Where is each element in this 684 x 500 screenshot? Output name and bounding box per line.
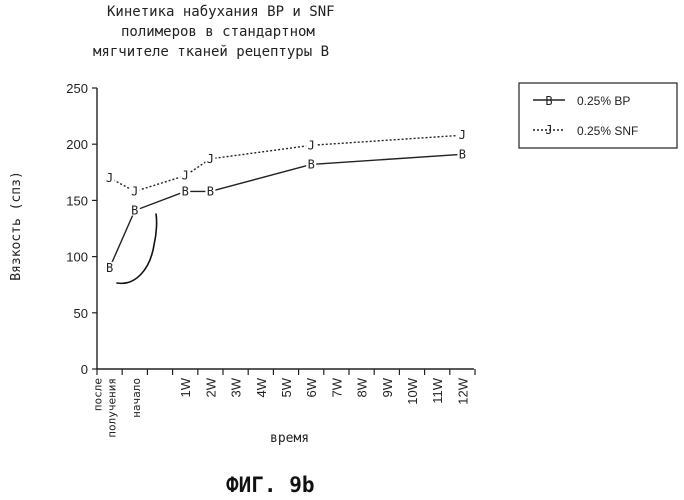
data-point-marker: B <box>182 184 189 198</box>
data-point-marker: B <box>459 147 466 161</box>
hand-drawn-curve <box>117 214 157 283</box>
data-point-marker: B <box>131 204 138 218</box>
series-line-1 <box>110 135 463 191</box>
x-tick-label: 9W <box>380 377 395 397</box>
data-point-marker: J <box>106 171 113 185</box>
legend: B 0.25% BP J 0.25% SNF <box>519 83 677 148</box>
data-point-marker: J <box>182 169 189 183</box>
legend-marker-snf: J <box>545 123 552 137</box>
x-tick-label: 3W <box>229 377 244 397</box>
x-tick-label: 1W <box>178 377 193 397</box>
data-point-marker: J <box>459 128 466 142</box>
data-point-marker: B <box>207 184 214 198</box>
figure-caption: ФИГ. 9b <box>226 473 315 497</box>
y-tick-label: 250 <box>66 81 88 96</box>
x-tick-label: 11W <box>430 377 445 403</box>
y-tick-label: 0 <box>81 362 88 377</box>
x-tick-label: 7W <box>329 377 344 397</box>
x-tick-label: 2W <box>203 377 218 397</box>
legend-label-bp: 0.25% BP <box>577 94 630 108</box>
legend-box <box>519 83 677 148</box>
chart-title-line-3: мягчителе тканей рецептуры B <box>93 44 329 60</box>
x-tick-label: 8W <box>355 377 370 397</box>
legend-marker-bp: B <box>545 94 552 108</box>
x-tick-label: после <box>92 378 105 411</box>
x-tick-label: начало <box>130 378 143 418</box>
chart-title-line-2: полимеров в стандартном <box>121 24 315 40</box>
chart-title-line-1: Кинетика набухания BP и SNF <box>107 4 335 20</box>
x-tick-label: 10W <box>405 377 420 404</box>
legend-label-snf: 0.25% SNF <box>577 124 638 138</box>
y-tick-label: 50 <box>74 306 88 321</box>
y-tick-label: 100 <box>66 250 88 265</box>
x-tick-label: получения <box>106 378 119 438</box>
y-tick-label: 150 <box>66 193 88 208</box>
data-point-marker: B <box>106 261 113 275</box>
y-axis-label: Вязкость (спз) <box>9 171 24 281</box>
x-tick-label: 6W <box>304 377 319 397</box>
x-tick-label: 12W <box>455 377 470 404</box>
y-tick-label: 200 <box>66 137 88 152</box>
x-tick-label: 5W <box>279 377 294 397</box>
series-line-0 <box>110 154 463 268</box>
data-point-marker: B <box>308 157 315 171</box>
data-point-marker: J <box>207 152 214 166</box>
x-axis-label: время <box>270 431 309 446</box>
data-point-marker: J <box>131 184 138 198</box>
x-tick-label: 4W <box>254 377 269 397</box>
data-point-marker: J <box>308 138 315 152</box>
